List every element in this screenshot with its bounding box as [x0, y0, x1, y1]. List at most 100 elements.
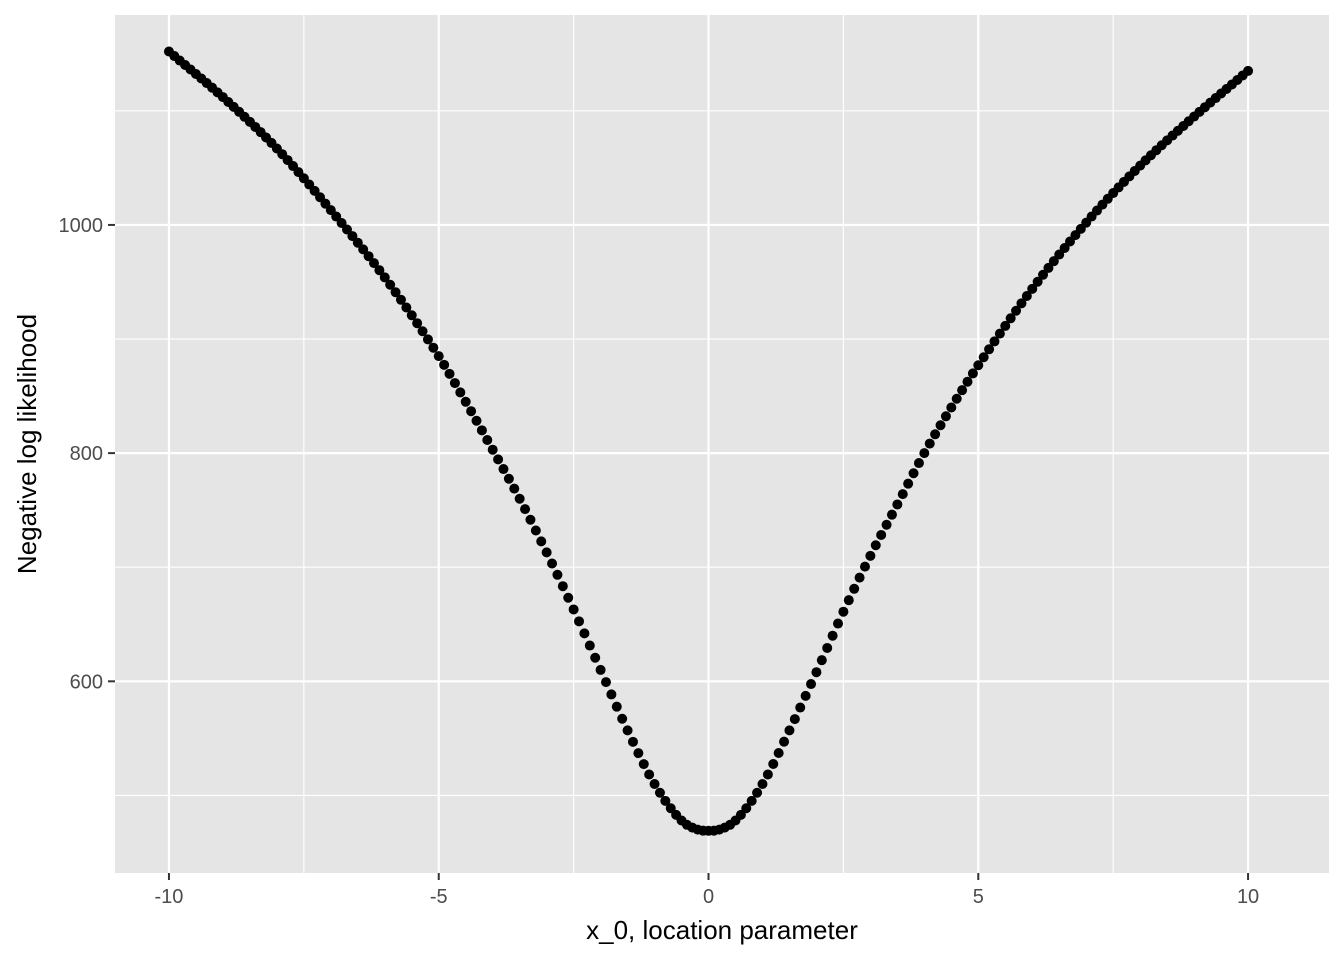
data-point [563, 592, 574, 603]
data-point [627, 736, 638, 747]
data-point [520, 504, 531, 515]
data-point [557, 581, 568, 592]
data-point [552, 569, 563, 580]
data-point [859, 561, 870, 572]
data-point [460, 396, 471, 407]
data-point [940, 411, 951, 422]
data-point [466, 406, 477, 417]
data-point [978, 352, 989, 363]
data-point [638, 759, 649, 770]
data-point [957, 385, 968, 396]
data-point [649, 779, 660, 790]
data-point [800, 690, 811, 701]
data-point [352, 237, 363, 248]
data-point [439, 359, 450, 370]
data-point [574, 616, 585, 627]
data-point [498, 464, 509, 475]
data-point [654, 787, 665, 798]
x-tick-label: 10 [1237, 886, 1259, 908]
data-point [876, 529, 887, 540]
data-point [897, 489, 908, 500]
data-point [600, 677, 611, 688]
data-point [806, 679, 817, 690]
data-point [379, 272, 390, 283]
data-point [471, 415, 482, 426]
data-point [617, 713, 628, 724]
data-point [422, 334, 433, 345]
data-point [390, 287, 401, 298]
data-point [913, 458, 924, 469]
data-point [530, 525, 541, 536]
data-point [385, 279, 396, 290]
data-point [827, 630, 838, 641]
data-point [892, 499, 903, 510]
data-point [525, 514, 536, 525]
data-point [547, 558, 558, 569]
data-point [584, 640, 595, 651]
data-point [401, 302, 412, 313]
data-point [962, 376, 973, 387]
data-point [924, 438, 935, 449]
x-axis: -10 -5 0 5 10 [155, 873, 1259, 908]
data-point [843, 595, 854, 606]
data-point [358, 244, 369, 255]
data-point [994, 328, 1005, 339]
data-point [1011, 305, 1022, 316]
data-point [595, 664, 606, 675]
data-point [989, 336, 1000, 347]
data-point [611, 701, 622, 712]
data-point [816, 655, 827, 666]
data-point [363, 251, 374, 262]
data-point [444, 368, 455, 379]
x-tick-label: -10 [155, 886, 184, 908]
y-axis: 600 800 1000 [59, 215, 115, 693]
data-point [590, 652, 601, 663]
data-point [1032, 276, 1043, 287]
data-point [493, 454, 504, 465]
data-point [606, 689, 617, 700]
data-point [455, 387, 466, 398]
data-point [865, 550, 876, 561]
x-tick-label: 5 [973, 886, 984, 908]
major-gridlines [115, 15, 1329, 873]
data-point [1038, 269, 1049, 280]
data-point [795, 702, 806, 713]
data-point [811, 667, 822, 678]
data-point [1005, 313, 1016, 324]
data-point [757, 779, 768, 790]
data-point [752, 787, 763, 798]
data-point [903, 478, 914, 489]
data-point [395, 294, 406, 305]
data-point [762, 769, 773, 780]
data-point [579, 628, 590, 639]
data-point [789, 714, 800, 725]
data-points [163, 46, 1254, 836]
data-point [973, 360, 984, 371]
data-point [1027, 283, 1038, 294]
data-point [984, 344, 995, 355]
x-tick-label: 0 [703, 886, 714, 908]
y-tick-label: 600 [70, 671, 103, 693]
minor-gridlines [115, 15, 1329, 873]
data-point [1048, 256, 1059, 267]
data-point [509, 483, 520, 494]
data-point [735, 809, 746, 820]
data-point [919, 448, 930, 459]
data-point [951, 393, 962, 404]
data-point [779, 736, 790, 747]
data-point [822, 642, 833, 653]
x-tick-label: -5 [430, 886, 448, 908]
data-point [833, 618, 844, 629]
data-point [568, 604, 579, 615]
data-point [417, 326, 428, 337]
data-point [406, 310, 417, 321]
data-point [967, 368, 978, 379]
data-point [838, 606, 849, 617]
data-point [412, 318, 423, 329]
data-point [854, 572, 865, 583]
data-point [746, 795, 757, 806]
data-point [946, 402, 957, 413]
data-point [368, 258, 379, 269]
data-point [741, 803, 752, 814]
